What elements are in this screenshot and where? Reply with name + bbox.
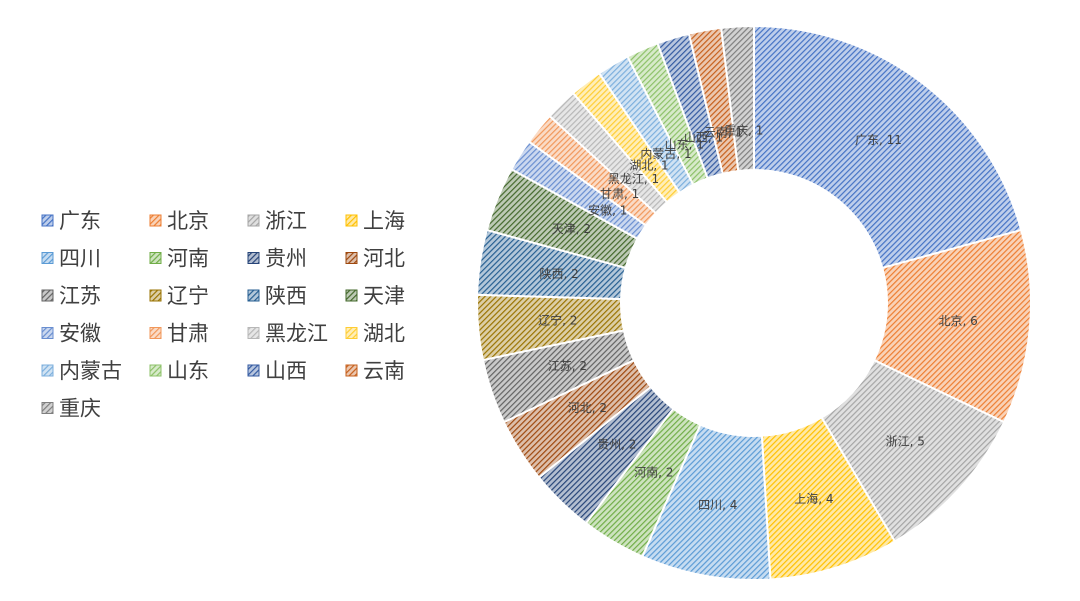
legend-item-黑龙江: 黑龙江: [247, 322, 328, 346]
legend-item-河南: 河南: [149, 247, 209, 271]
legend-label: 四川: [59, 247, 101, 271]
legend-item-河北: 河北: [345, 247, 405, 271]
legend-swatch: [41, 364, 54, 377]
data-label-河南: 河南, 2: [634, 465, 673, 480]
data-label-北京: 北京, 6: [939, 314, 978, 328]
legend-item-江苏: 江苏: [41, 284, 101, 308]
legend-swatch: [247, 289, 260, 302]
legend-swatch: [345, 364, 358, 377]
legend-item-广东: 广东: [41, 209, 101, 233]
legend-label: 贵州: [265, 247, 307, 271]
data-label-内蒙古: 内蒙古, 1: [640, 146, 691, 161]
legend-label: 山西: [265, 359, 307, 383]
data-label-湖北: 湖北, 1: [629, 157, 668, 172]
data-label-陕西: 陕西, 2: [540, 266, 579, 281]
legend-label: 安徽: [59, 322, 101, 346]
legend-swatch: [41, 402, 54, 414]
legend-label: 黑龙江: [265, 322, 328, 346]
data-label-江苏: 江苏, 2: [548, 359, 587, 373]
legend-label: 上海: [363, 209, 405, 233]
legend-swatch: [149, 289, 162, 302]
legend-swatch: [149, 252, 162, 264]
legend-item-山东: 山东: [149, 359, 209, 383]
data-label-甘肃: 甘肃, 1: [600, 187, 639, 201]
legend-label: 天津: [363, 284, 405, 308]
legend-label: 广东: [59, 209, 101, 233]
legend-item-贵州: 贵州: [247, 247, 307, 271]
legend-item-重庆: 重庆: [41, 397, 101, 421]
data-label-广东: 广东, 11: [855, 133, 902, 147]
legend-item-安徽: 安徽: [41, 322, 101, 346]
legend-label: 辽宁: [167, 284, 209, 308]
data-label-河北: 河北, 2: [568, 401, 607, 415]
legend-label: 甘肃: [167, 322, 209, 346]
legend-swatch: [149, 214, 162, 227]
slice-北京: [872, 228, 1032, 424]
data-label-辽宁: 辽宁, 2: [538, 312, 577, 327]
legend-swatch: [149, 364, 162, 377]
legend-label: 河北: [363, 247, 405, 271]
legend-swatch: [41, 214, 54, 227]
legend-label: 内蒙古: [59, 359, 122, 383]
data-label-重庆: 重庆, 1: [724, 123, 763, 137]
legend-item-四川: 四川: [41, 247, 101, 271]
legend-swatch: [149, 327, 162, 339]
legend-item-陕西: 陕西: [247, 284, 307, 308]
legend-item-辽宁: 辽宁: [149, 284, 209, 308]
legend-item-云南: 云南: [345, 359, 405, 383]
legend-swatch: [247, 214, 260, 227]
legend-label: 河南: [167, 247, 209, 271]
legend-item-北京: 北京: [149, 209, 209, 233]
legend-swatch: [41, 289, 54, 302]
legend-swatch: [41, 252, 54, 264]
slice-labels: 广东, 11 北京, 6 浙江, 5 上海, 4 四川, 4 河南, 2 贵州, 2 河北, …: [538, 123, 978, 511]
legend-label: 浙江: [265, 209, 307, 233]
legend-item-天津: 天津: [345, 284, 405, 308]
data-label-山西: 山西, 1: [684, 131, 723, 145]
legend-swatch: [345, 214, 358, 227]
donut-slices: [476, 24, 1032, 581]
legend-swatch: [247, 327, 260, 339]
legend-item-内蒙古: 内蒙古: [41, 359, 122, 383]
legend-swatch: [345, 327, 358, 339]
legend-item-上海: 上海: [345, 209, 405, 233]
legend-label: 湖北: [363, 322, 405, 346]
legend-label: 山东: [167, 359, 209, 383]
legend-swatch: [345, 252, 358, 264]
data-label-云南: 云南, 1: [704, 125, 743, 140]
legend-label: 陕西: [265, 284, 307, 308]
legend-label: 江苏: [59, 284, 101, 308]
data-label-上海: 上海, 4: [794, 491, 833, 506]
legend-item-浙江: 浙江: [247, 209, 307, 233]
legend-item-甘肃: 甘肃: [149, 322, 209, 346]
data-label-天津: 天津, 2: [552, 222, 591, 236]
legend-swatch: [247, 252, 260, 264]
slice-重庆: [720, 24, 755, 173]
legend-label: 云南: [363, 359, 405, 383]
legend-swatch: [247, 364, 260, 377]
legend-swatch: [41, 327, 54, 339]
data-label-四川: 四川, 4: [698, 498, 737, 512]
legend-item-湖北: 湖北: [345, 322, 405, 346]
slice-广东: [753, 24, 1023, 270]
legend-label: 重庆: [59, 397, 101, 421]
data-label-贵州: 贵州, 2: [597, 437, 636, 451]
data-label-安徽: 安徽, 1: [588, 203, 627, 218]
data-label-黑龙江: 黑龙江, 1: [608, 172, 659, 186]
legend-swatch: [345, 289, 358, 302]
data-label-山东: 山东, 1: [665, 138, 704, 152]
legend-label: 北京: [167, 209, 209, 233]
legend-item-山西: 山西: [247, 359, 307, 383]
data-label-浙江: 浙江, 5: [886, 434, 925, 448]
